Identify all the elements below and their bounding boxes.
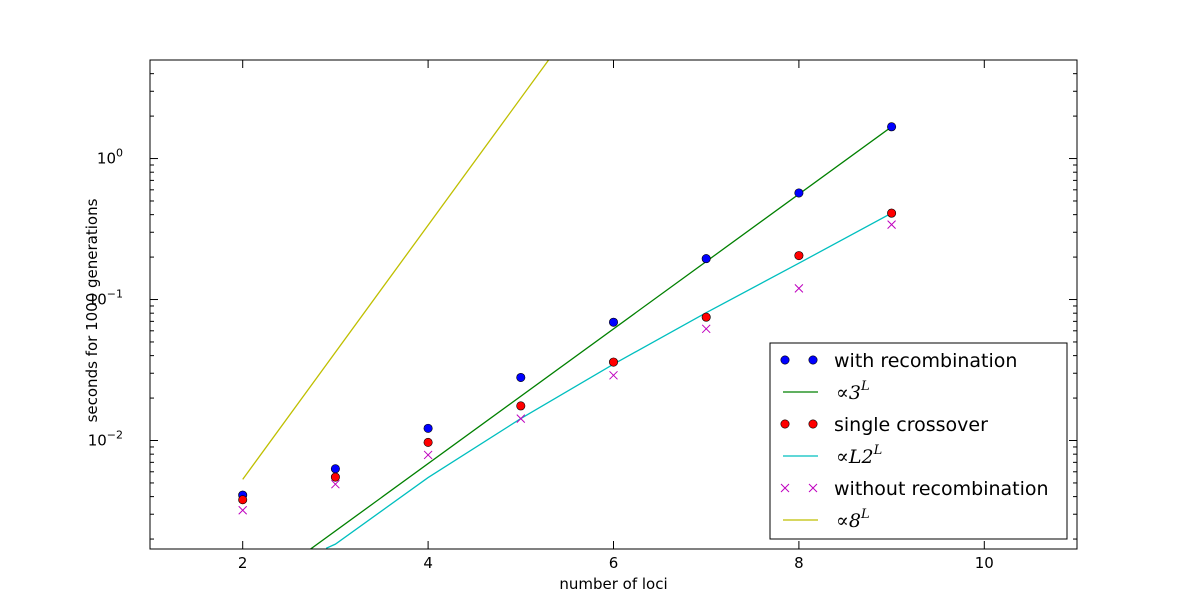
legend-entry-4: without recombination [780, 478, 1049, 500]
data-point [608, 357, 618, 367]
x-tick-label: 10 [975, 554, 994, 572]
legend-entry-0: with recombination [780, 350, 1017, 372]
data-point [330, 464, 340, 474]
data-point [331, 479, 340, 489]
legend-marker [780, 419, 790, 429]
x-tick-label: 4 [423, 554, 433, 572]
x-tick-label: 6 [609, 554, 619, 572]
legend-label: ∝8L [836, 507, 870, 532]
series-2 [238, 208, 897, 505]
data-point [608, 317, 618, 327]
legend-entry-2: single crossover [780, 414, 988, 436]
x-tick-label: 8 [794, 554, 804, 572]
data-point [794, 188, 804, 198]
data-point [887, 208, 897, 218]
legend-label: ∝L2L [836, 443, 882, 468]
legend-entry-3: ∝L2L [783, 443, 882, 468]
data-point [887, 122, 897, 132]
x-axis-label: number of loci [559, 575, 667, 593]
data-point [423, 423, 433, 433]
series-4 [238, 220, 896, 515]
y-tick-label: 100 [97, 147, 123, 168]
legend-label: ∝3L [836, 379, 870, 404]
series-layer [238, 60, 897, 549]
y-tick-label: 10−2 [88, 429, 123, 450]
legend-entry-1: ∝3L [783, 379, 870, 404]
legend-marker [808, 483, 818, 493]
series-line-5 [242, 60, 550, 480]
legend-label: without recombination [834, 478, 1049, 500]
data-point [794, 251, 804, 261]
legend-box [769, 342, 1068, 540]
data-point [701, 324, 711, 334]
legend-label: with recombination [834, 350, 1017, 372]
data-point [609, 370, 618, 380]
data-point [516, 372, 526, 382]
series-1 [309, 126, 892, 549]
legend-marker [780, 483, 790, 493]
series-3 [325, 212, 892, 549]
data-point [701, 254, 711, 264]
legend: with recombination ∝3L single crossover ∝L2… [769, 342, 1068, 540]
legend-marker [808, 419, 818, 429]
series-line-1 [309, 126, 892, 549]
x-tick-label: 2 [238, 554, 248, 572]
axis-ticks: 2 4 6 8 10 10−2 10−1 100 [88, 59, 1077, 572]
data-point [887, 220, 896, 229]
series-line-3 [325, 212, 892, 549]
data-point [238, 495, 248, 505]
data-point [516, 414, 526, 423]
series-5 [242, 60, 550, 480]
data-point [701, 312, 711, 322]
legend-label: single crossover [834, 414, 988, 436]
data-point [423, 450, 433, 460]
legend-marker [808, 355, 818, 365]
data-point [794, 284, 804, 293]
data-point [516, 401, 526, 411]
data-point [330, 472, 340, 482]
plot-frame [149, 59, 1078, 550]
data-point [423, 437, 433, 447]
y-tick-label: 10−1 [88, 288, 123, 309]
data-point [238, 505, 248, 515]
series-0 [238, 122, 897, 500]
legend-entry-5: ∝8L [783, 507, 870, 532]
legend-marker [780, 355, 790, 365]
y-axis-label: seconds for 1000 generations [83, 198, 101, 422]
